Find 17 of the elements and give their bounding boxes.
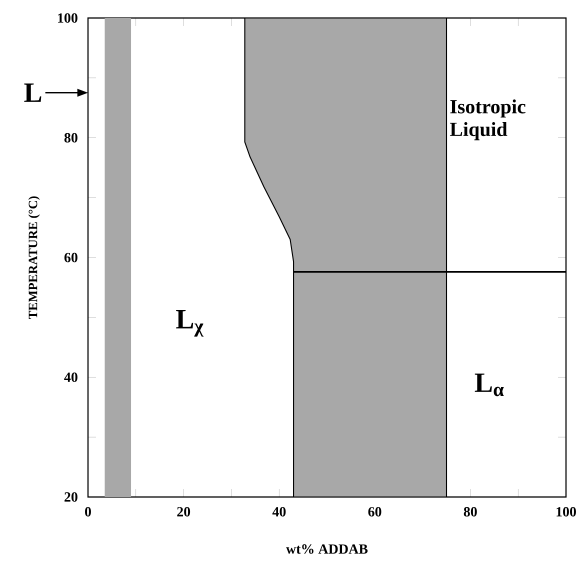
annotation: Isotropic Liquid bbox=[450, 99, 526, 140]
y-tick-label: 40 bbox=[64, 372, 78, 382]
x-tick-label: 100 bbox=[556, 507, 576, 516]
y-tick-label: 80 bbox=[64, 133, 78, 142]
annotation: L$_{χ}$ bbox=[176, 310, 204, 337]
y-tick-label: 20 bbox=[64, 492, 78, 502]
y-tick-label: 60 bbox=[64, 252, 78, 262]
x-tick-label: 60 bbox=[368, 507, 382, 516]
x-tick-label: 20 bbox=[177, 507, 190, 516]
x-axis-title: wt% ADDAB bbox=[286, 544, 368, 554]
text: L bbox=[24, 84, 42, 102]
x-tick-label: 0 bbox=[85, 507, 91, 516]
annotation: L$_{α}$ bbox=[474, 374, 504, 396]
x-tick-label: 80 bbox=[464, 507, 477, 516]
y-tick-label: 100 bbox=[58, 13, 78, 23]
x-tick-label: 40 bbox=[272, 507, 286, 516]
y-axis-title: TEMPERATURE (°C) bbox=[28, 196, 40, 320]
